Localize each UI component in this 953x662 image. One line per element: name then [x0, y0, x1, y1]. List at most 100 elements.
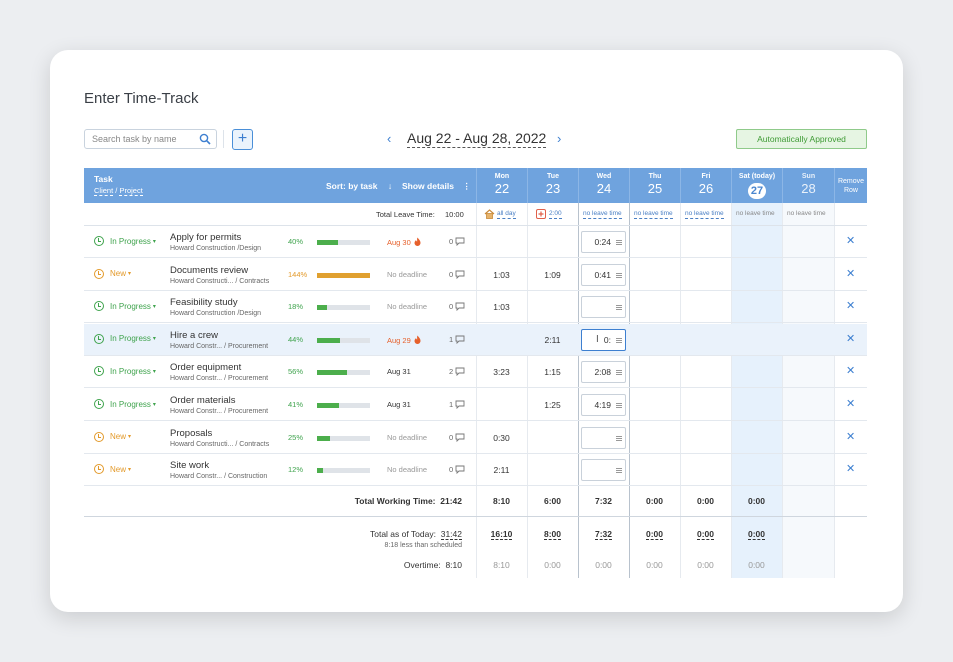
task-name[interactable]: Documents review	[170, 264, 249, 276]
day-header-mon: Mon 22	[476, 168, 527, 203]
task-name[interactable]: Proposals	[170, 427, 213, 439]
comment-icon	[455, 433, 465, 442]
note-icon[interactable]	[616, 272, 622, 278]
status-dropdown[interactable]: In Progress ▾	[94, 236, 156, 246]
leave-mon[interactable]: all day	[497, 210, 516, 219]
remove-row-button[interactable]: ✕	[846, 235, 856, 247]
chevron-down-icon: ▾	[128, 271, 132, 278]
show-details-label: Show details	[402, 181, 454, 191]
working-thu: 0:00	[645, 496, 663, 506]
task-name[interactable]: Feasibility study	[170, 297, 238, 309]
client-sort-link[interactable]: Client	[94, 186, 114, 196]
status-dropdown[interactable]: In Progress ▾	[94, 333, 156, 344]
comments-button[interactable]: 0	[449, 237, 465, 246]
today-tue[interactable]: 8:00	[543, 529, 561, 540]
time-cell-tue[interactable]: 1:25	[544, 400, 561, 410]
leave-thu[interactable]: no leave time	[634, 210, 673, 219]
remove-row-button[interactable]: ✕	[846, 300, 856, 313]
prev-week-button[interactable]: ‹	[387, 131, 392, 146]
status-dropdown[interactable]: In Progress ▾	[94, 366, 156, 377]
status-dropdown[interactable]: In Progress ▾	[94, 399, 156, 409]
remove-row-button[interactable]: ✕	[846, 365, 856, 378]
overdue-flame-icon	[414, 237, 421, 246]
note-icon[interactable]	[616, 305, 622, 311]
remove-row-button[interactable]: ✕	[846, 430, 856, 443]
note-icon[interactable]	[616, 370, 622, 376]
add-task-button[interactable]: +	[232, 129, 253, 150]
deadline: Aug 31	[387, 367, 411, 377]
comments-button[interactable]: 2	[449, 367, 465, 377]
comments-button[interactable]: 0	[449, 465, 465, 475]
note-icon[interactable]	[616, 468, 622, 474]
remove-row-button[interactable]: ✕	[846, 463, 856, 476]
time-input-wed[interactable]: 4:19	[581, 394, 626, 416]
time-input-wed[interactable]	[581, 426, 626, 449]
grid-line	[782, 203, 783, 578]
remove-row-button[interactable]: ✕	[846, 267, 856, 280]
overtime-thu: 0:00	[646, 560, 663, 570]
note-icon[interactable]	[616, 403, 622, 408]
comments-button[interactable]: 1	[449, 400, 465, 409]
today-thu[interactable]: 0:00	[645, 529, 663, 540]
comments-button[interactable]: 1	[449, 335, 465, 344]
status-dropdown[interactable]: New ▾	[94, 431, 131, 442]
task-name[interactable]: Site work	[170, 460, 210, 472]
status-label: New	[110, 269, 127, 279]
task-client: Howard Construction	[170, 310, 236, 318]
show-details-toggle[interactable]: Show details ⋮	[402, 181, 471, 192]
remove-row-button[interactable]: ✕	[846, 398, 856, 410]
time-cell-mon[interactable]: 1:03	[493, 269, 510, 280]
deadline: Aug 30	[387, 237, 421, 247]
search-box[interactable]	[84, 129, 217, 149]
note-icon[interactable]	[616, 337, 622, 343]
next-week-button[interactable]: ›	[557, 131, 562, 146]
status-dropdown[interactable]: In Progress ▾	[94, 301, 156, 312]
time-input-wed[interactable]	[581, 296, 626, 319]
deadline: Aug 31	[387, 400, 411, 409]
clock-icon	[94, 236, 104, 246]
clock-icon	[94, 268, 104, 279]
leave-tue[interactable]: 2:00	[549, 210, 562, 219]
time-cell-mon[interactable]: 1:03	[493, 302, 510, 313]
today-fri[interactable]: 0:00	[696, 529, 714, 540]
task-name[interactable]: Apply for permits	[170, 232, 242, 243]
remove-row-button[interactable]: ✕	[846, 332, 856, 345]
time-input-wed[interactable]: 0:24	[581, 231, 626, 253]
today-wed[interactable]: 7:32	[594, 529, 612, 540]
approval-status-badge: Automatically Approved	[736, 129, 867, 149]
time-input-wed[interactable]: 2:08	[581, 361, 626, 384]
note-icon[interactable]	[616, 240, 622, 245]
status-dropdown[interactable]: New ▾	[94, 268, 132, 279]
time-input-wed[interactable]: 0: I	[581, 328, 626, 351]
task-row: In Progress ▾ Hire a crew Howard Constr... …	[84, 323, 867, 356]
total-today-row: Total as of Today: 31:42 8:18 less than …	[84, 529, 867, 553]
search-input[interactable]	[92, 134, 200, 144]
comments-button[interactable]: 0	[449, 302, 465, 312]
status-dropdown[interactable]: New ▾	[94, 464, 131, 475]
task-row: In Progress ▾ Order equipment Howard Constr…	[84, 356, 867, 389]
today-sat[interactable]: 0:00	[747, 529, 765, 540]
grid-line	[476, 203, 477, 578]
time-cell-tue[interactable]: 1:15	[544, 367, 561, 378]
comments-button[interactable]: 0	[449, 270, 465, 279]
sort-dropdown[interactable]: Sort: by task ↓	[326, 181, 392, 191]
time-input-wed[interactable]: 0:41	[581, 263, 626, 286]
leave-fri[interactable]: no leave time	[685, 210, 724, 219]
time-cell-mon[interactable]: 3:23	[493, 367, 510, 378]
time-cell-mon[interactable]: 0:30	[493, 432, 510, 443]
note-icon[interactable]	[616, 435, 622, 441]
task-name[interactable]: Order equipment	[170, 362, 242, 374]
time-cell-mon[interactable]: 2:11	[493, 465, 510, 476]
progress-percent: 12%	[288, 465, 304, 475]
time-input-wed[interactable]	[581, 459, 626, 482]
comments-button[interactable]: 0	[449, 433, 465, 442]
time-cell-tue[interactable]: 1:09	[544, 269, 561, 280]
search-icon[interactable]	[199, 133, 211, 145]
date-range-picker[interactable]: Aug 22 - Aug 28, 2022	[407, 130, 547, 148]
today-mon[interactable]: 16:10	[490, 529, 513, 540]
time-cell-tue[interactable]: 2:11	[544, 334, 561, 345]
task-name[interactable]: Hire a crew	[170, 329, 219, 341]
leave-wed[interactable]: no leave time	[583, 210, 622, 219]
task-name[interactable]: Order materials	[170, 395, 236, 406]
project-sort-link[interactable]: Project	[119, 186, 143, 196]
